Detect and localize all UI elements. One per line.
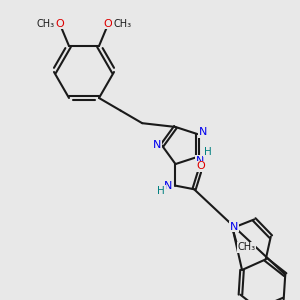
- Text: CH₃: CH₃: [113, 19, 131, 28]
- Text: H: H: [157, 186, 165, 196]
- Text: H: H: [204, 147, 212, 157]
- Text: O: O: [103, 19, 112, 28]
- Text: CH₃: CH₃: [238, 242, 256, 253]
- Text: N: N: [164, 181, 172, 190]
- Text: CH₃: CH₃: [37, 19, 55, 28]
- Text: N: N: [196, 156, 204, 166]
- Text: O: O: [56, 19, 64, 28]
- Text: N: N: [152, 140, 161, 151]
- Text: N: N: [199, 127, 207, 136]
- Text: O: O: [196, 161, 205, 171]
- Text: N: N: [230, 221, 238, 232]
